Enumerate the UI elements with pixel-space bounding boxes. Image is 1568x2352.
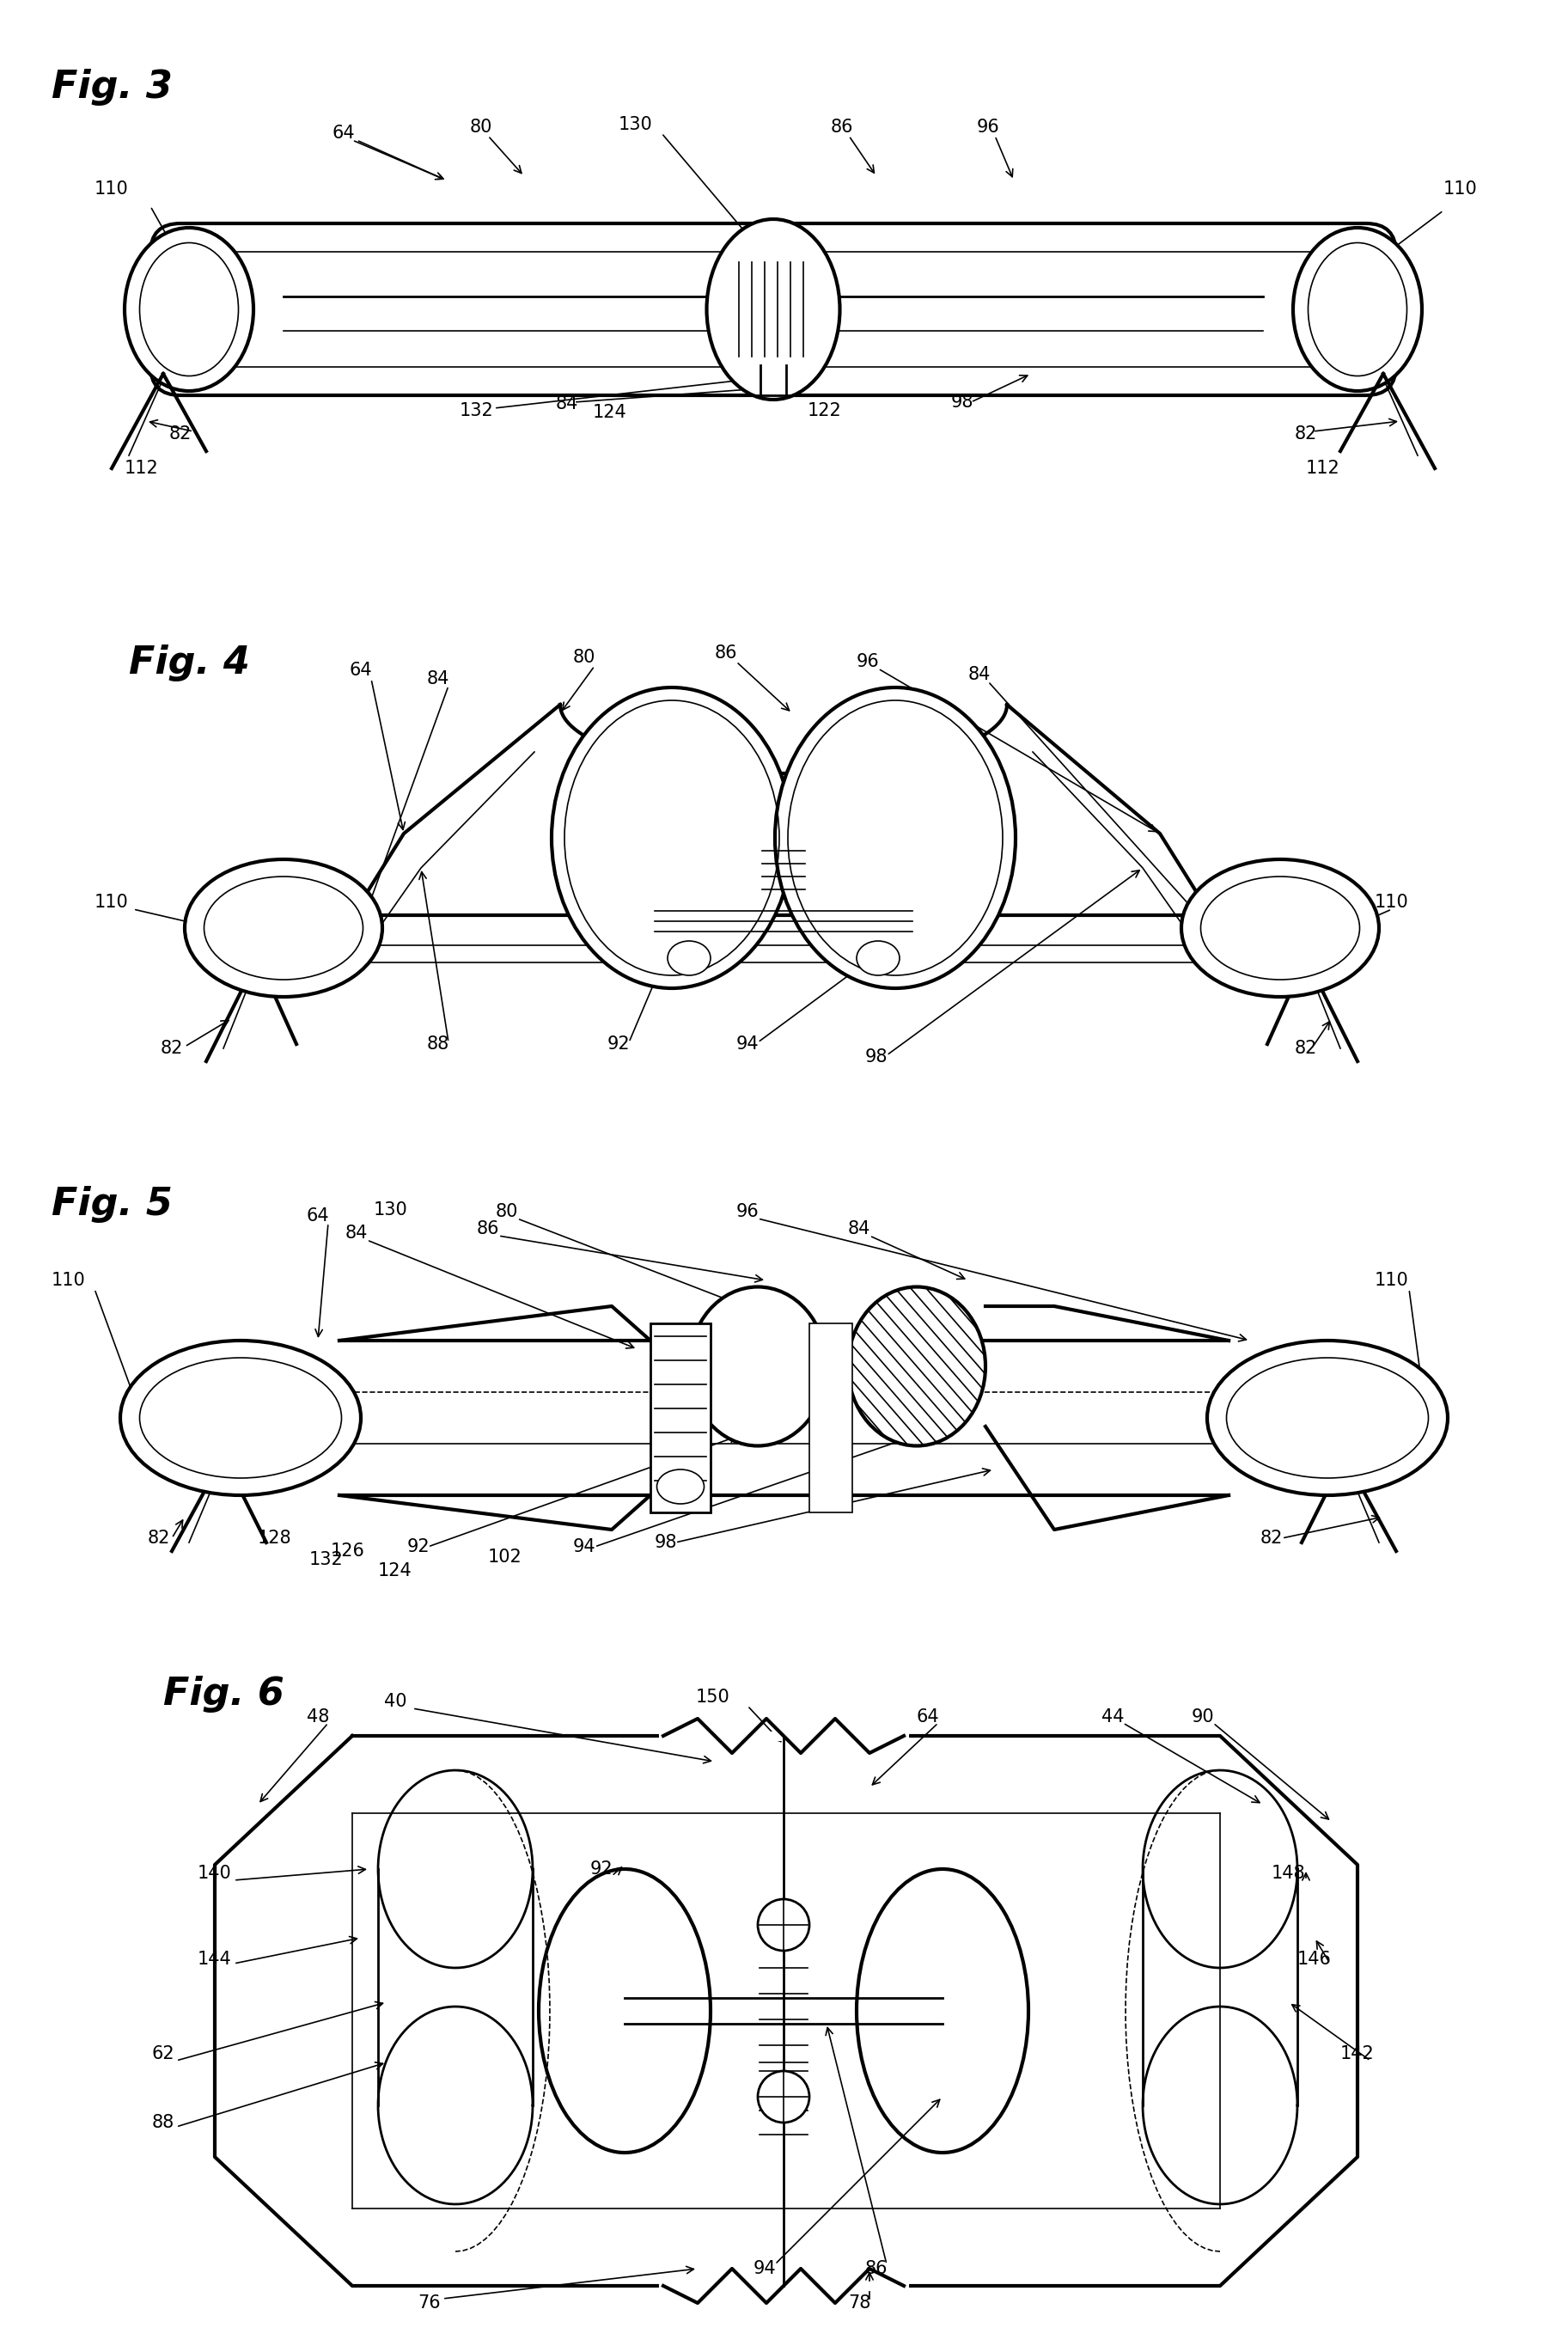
Text: 122: 122 [808,402,842,419]
FancyBboxPatch shape [151,223,1396,395]
Text: 142: 142 [1341,2046,1375,2063]
Text: 88: 88 [426,1035,450,1054]
Text: 150: 150 [696,1689,731,1705]
Text: 110: 110 [52,1272,86,1289]
Text: 86: 86 [866,2260,887,2277]
Text: 110: 110 [94,894,129,910]
Text: 110: 110 [94,181,129,198]
Text: 84: 84 [848,1221,870,1237]
Text: 146: 146 [1297,1950,1331,1969]
Text: 44: 44 [1101,1708,1124,1726]
Ellipse shape [856,941,900,976]
Text: 110: 110 [1375,1272,1408,1289]
Text: 140: 140 [198,1865,232,1882]
Text: 82: 82 [1295,426,1317,442]
Text: 98: 98 [950,393,974,412]
Text: 76: 76 [419,2296,441,2312]
Text: 86: 86 [477,1221,499,1237]
Text: 102: 102 [488,1548,522,1566]
Ellipse shape [657,1470,704,1503]
Text: Fig. 5: Fig. 5 [52,1185,172,1223]
Ellipse shape [668,941,710,976]
Text: 82: 82 [169,426,191,442]
Ellipse shape [707,219,840,400]
Text: 64: 64 [332,125,354,141]
Text: 80: 80 [572,649,596,666]
Text: 112: 112 [125,459,158,477]
Text: 84: 84 [967,666,991,682]
Ellipse shape [185,858,383,997]
Text: 40: 40 [384,1693,406,1710]
Text: 88: 88 [152,2114,174,2131]
Ellipse shape [1294,228,1422,390]
Text: 64: 64 [350,661,372,680]
Text: 94: 94 [572,1538,596,1555]
Text: 90: 90 [1192,1708,1214,1726]
Text: 96: 96 [856,654,880,670]
Text: 82: 82 [1261,1529,1283,1548]
Text: 80: 80 [495,1204,519,1221]
Text: 98: 98 [866,1049,887,1065]
Text: 62: 62 [152,2046,174,2063]
Ellipse shape [124,228,254,390]
Ellipse shape [552,687,792,988]
Text: Fig. 3: Fig. 3 [52,68,172,106]
Text: 96: 96 [977,118,999,136]
Ellipse shape [848,1287,985,1446]
Ellipse shape [775,687,1016,988]
Text: 110: 110 [1375,894,1408,910]
Text: 96: 96 [735,1204,759,1221]
Text: 148: 148 [1272,1865,1306,1882]
Text: Fig. 6: Fig. 6 [163,1675,284,1712]
Text: 112: 112 [1306,459,1341,477]
Text: 92: 92 [408,1538,430,1555]
Ellipse shape [121,1341,361,1496]
Ellipse shape [688,1287,826,1446]
Ellipse shape [1181,858,1378,997]
Text: 82: 82 [1295,1040,1317,1056]
Text: 64: 64 [306,1207,329,1225]
Text: 130: 130 [373,1202,408,1218]
Text: 82: 82 [147,1529,171,1548]
Text: Fig. 4: Fig. 4 [129,644,249,682]
Text: 126: 126 [331,1543,365,1559]
Text: 82: 82 [160,1040,183,1056]
Text: 92: 92 [607,1035,630,1054]
Text: 94: 94 [735,1035,759,1054]
Ellipse shape [757,1898,809,1950]
Text: 130: 130 [619,115,652,134]
Text: 128: 128 [748,310,781,327]
Text: 86: 86 [831,118,853,136]
Text: 84: 84 [426,670,450,687]
Text: 92: 92 [590,1860,613,1877]
Text: 84: 84 [555,395,579,412]
Bar [809,1324,853,1512]
Ellipse shape [757,2072,809,2122]
Bar [651,1324,710,1512]
Text: 144: 144 [198,1950,232,1969]
Text: 94: 94 [753,2260,776,2277]
Text: 86: 86 [715,644,737,661]
Text: 124: 124 [378,1562,412,1581]
Text: 48: 48 [307,1708,329,1726]
Text: 110: 110 [1444,181,1477,198]
Text: 98: 98 [654,1534,677,1550]
Ellipse shape [1207,1341,1447,1496]
Text: 78: 78 [848,2296,870,2312]
Text: 124: 124 [593,405,627,421]
Text: 64: 64 [916,1708,939,1726]
Text: 132: 132 [309,1550,343,1569]
Text: 132: 132 [459,402,494,419]
Text: 84: 84 [345,1225,368,1242]
Text: 128: 128 [257,1529,292,1548]
Text: 80: 80 [470,118,492,136]
